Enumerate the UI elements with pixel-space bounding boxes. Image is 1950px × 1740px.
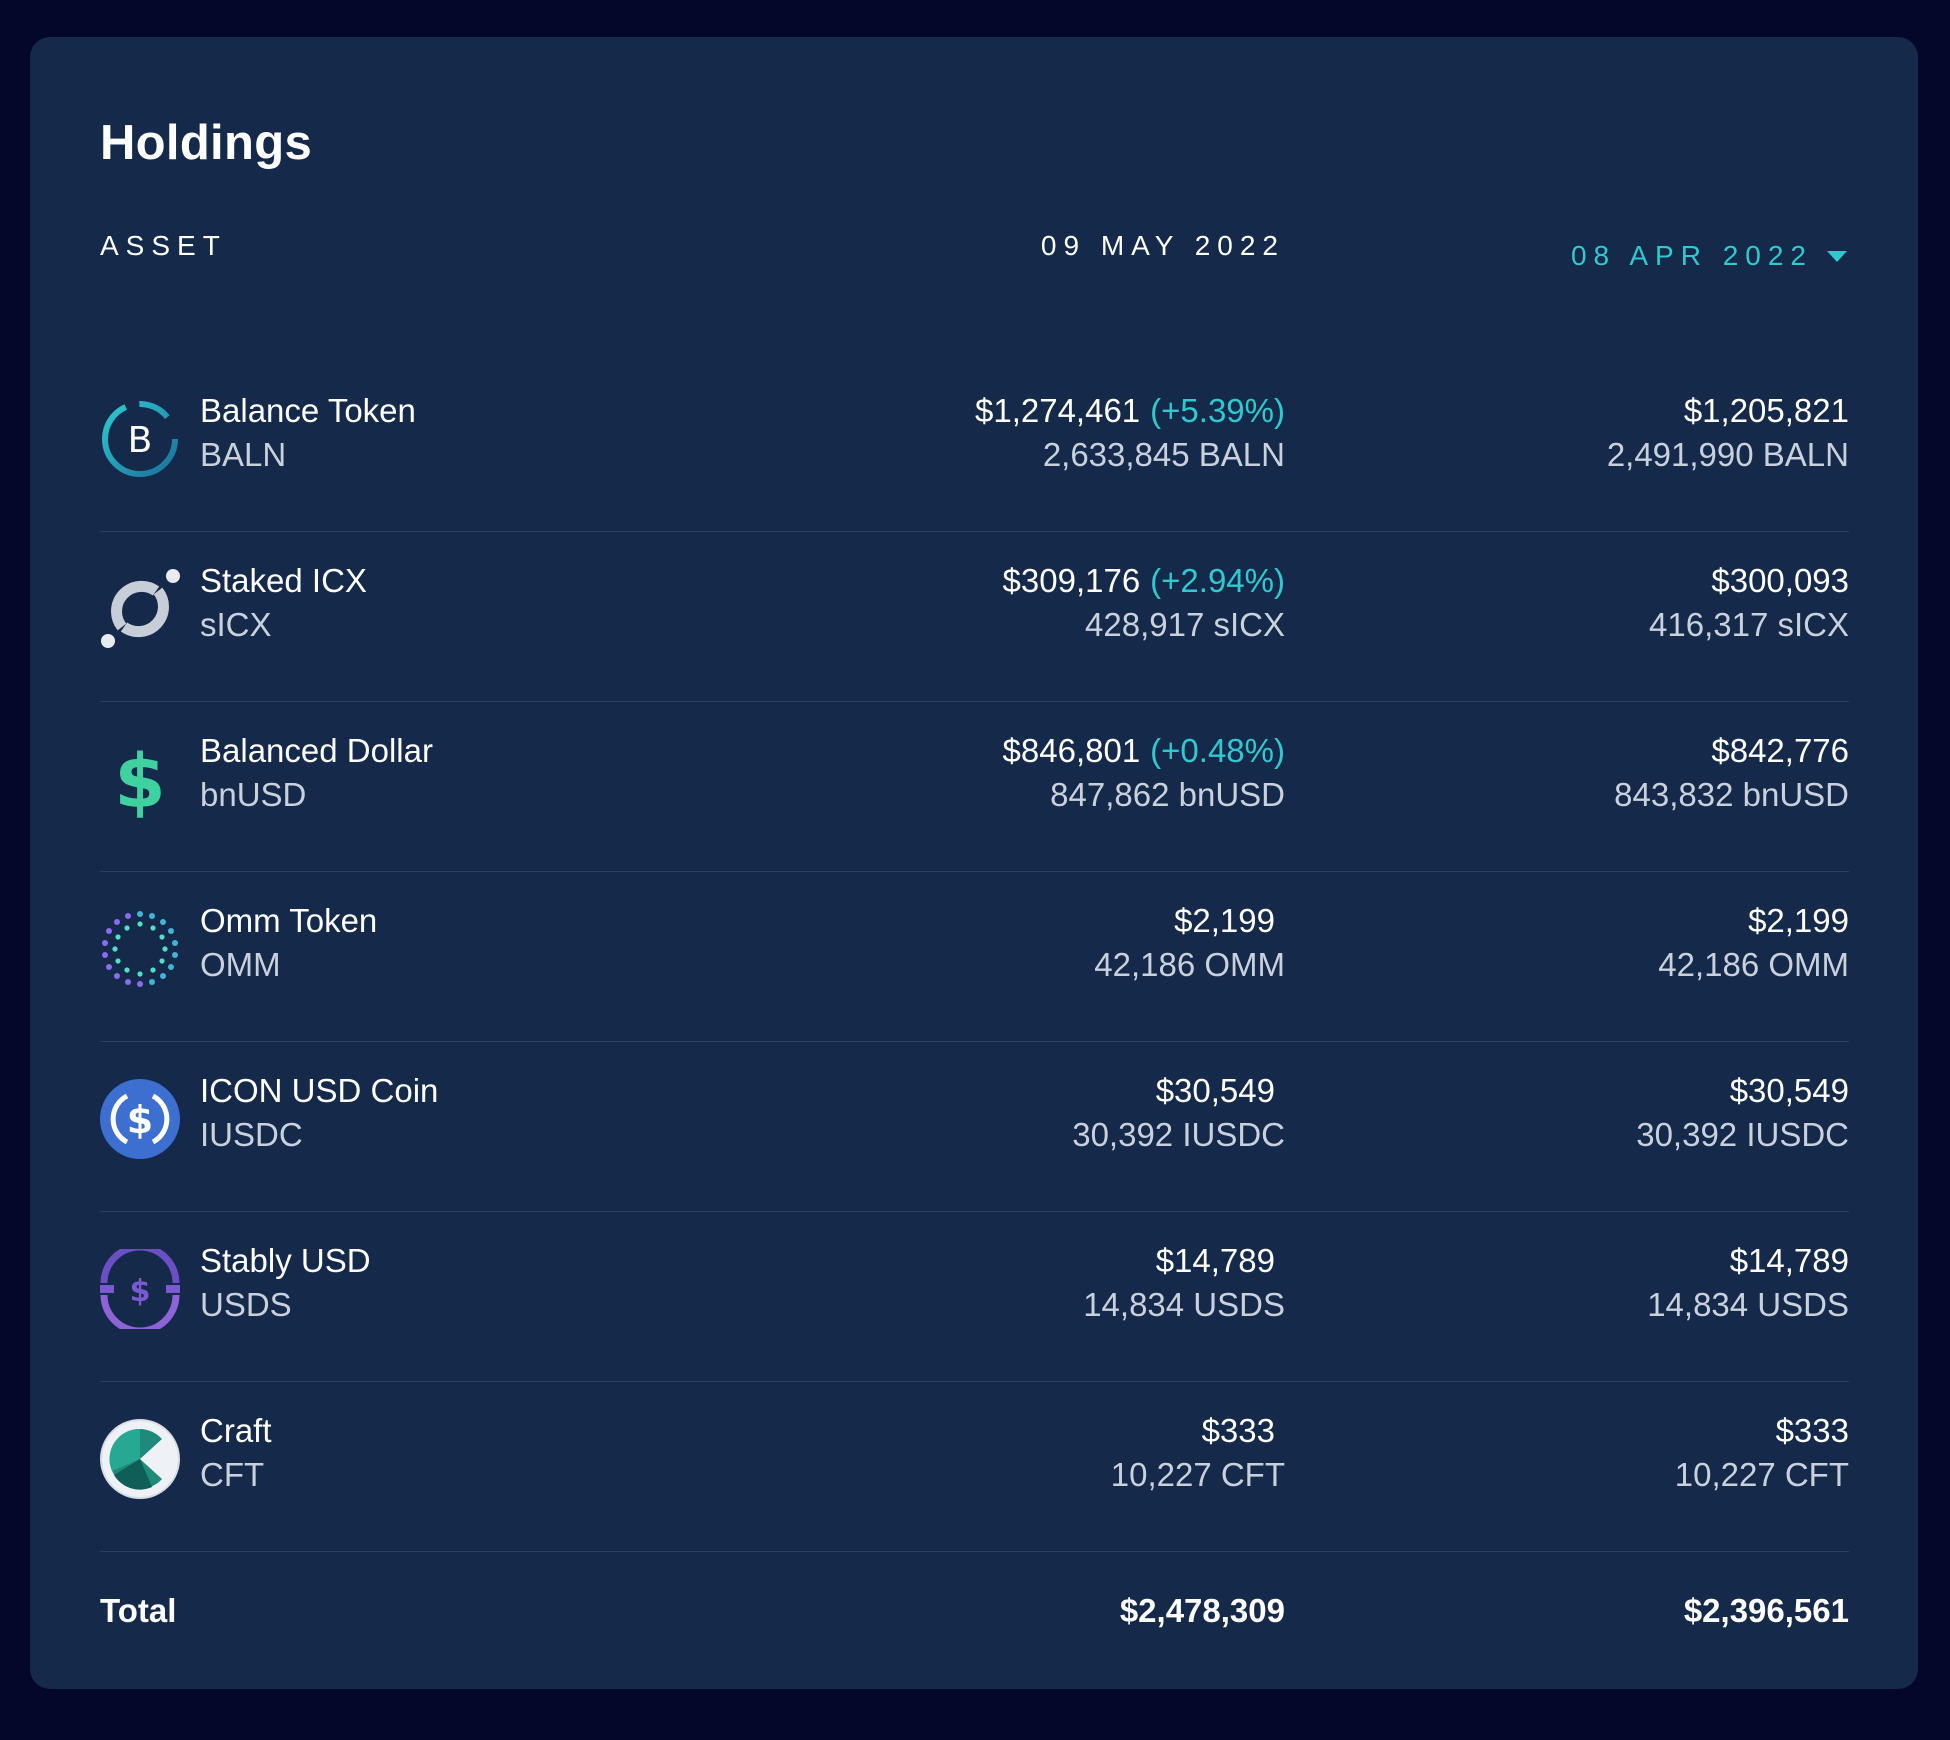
asset-name: ICON USD Coin — [200, 1072, 439, 1109]
amount-compare: 10,227 CFT — [1674, 1456, 1849, 1493]
value-current: $14,789 — [1156, 1242, 1285, 1280]
balance-token-icon: B — [100, 399, 180, 479]
amount-compare: 30,392 IUSDC — [1636, 1116, 1849, 1153]
asset-name: Omm Token — [200, 902, 378, 939]
change-percent: (+0.48%) — [1150, 732, 1285, 769]
asset-symbol: OMM — [200, 946, 281, 983]
value-current: $1,274,461 (+5.39%) — [975, 392, 1285, 430]
asset-row-baln: B Balance Token BALN $1,274,461 (+5.39%) … — [100, 361, 1849, 532]
total-label: Total — [100, 1592, 177, 1629]
value-current-amount: $846,801 — [1002, 732, 1141, 769]
icon-usd-coin-icon: $ — [100, 1079, 180, 1159]
amount-current: 30,392 IUSDC — [1072, 1116, 1285, 1153]
value-current-amount: $30,549 — [1155, 1072, 1275, 1109]
svg-text:$: $ — [114, 739, 166, 819]
amount-current: 2,633,845 BALN — [1042, 436, 1285, 473]
asset-name: Staked ICX — [200, 562, 367, 599]
asset-row-omm: Omm Token OMM $2,199 42,186 OMM $2,199 4… — [100, 871, 1849, 1042]
asset-symbol: BALN — [200, 436, 287, 473]
value-current-amount: $1,274,461 — [975, 392, 1141, 429]
value-current-amount: $333 — [1201, 1412, 1275, 1449]
holdings-card: Holdings ASSET 09 MAY 2022 08 APR 2022 B — [30, 37, 1918, 1689]
value-compare: $14,789 — [1729, 1242, 1849, 1279]
balanced-dollar-icon: $ — [100, 739, 180, 819]
amount-current: 847,862 bnUSD — [1050, 776, 1285, 813]
amount-current: 14,834 USDS — [1083, 1286, 1285, 1323]
amount-current: 10,227 CFT — [1110, 1456, 1285, 1493]
value-current-amount: $14,789 — [1155, 1242, 1275, 1279]
value-compare: $333 — [1775, 1412, 1849, 1449]
asset-row-bnusd: $ Balanced Dollar bnUSD $846,801 (+0.48%)… — [100, 701, 1849, 872]
amount-current: 428,917 sICX — [1085, 606, 1285, 643]
column-header-asset: ASSET — [100, 230, 227, 261]
staked-icx-icon — [100, 569, 180, 649]
craft-icon — [100, 1419, 180, 1499]
value-current-amount: $309,176 — [1002, 562, 1141, 599]
asset-symbol: bnUSD — [200, 776, 307, 813]
value-current-amount: $2,199 — [1174, 902, 1275, 939]
total-value-compare: $2,396,561 — [1683, 1592, 1849, 1629]
svg-text:$: $ — [130, 1274, 151, 1309]
value-current: $846,801 (+0.48%) — [1003, 732, 1285, 770]
amount-compare: 416,317 sICX — [1649, 606, 1849, 643]
svg-text:$: $ — [127, 1098, 153, 1142]
amount-compare: 42,186 OMM — [1658, 946, 1849, 983]
compare-date-label: 08 APR 2022 — [1570, 240, 1813, 271]
asset-name: Balanced Dollar — [200, 732, 433, 769]
value-compare: $2,199 — [1748, 902, 1849, 939]
amount-compare: 14,834 USDS — [1647, 1286, 1849, 1323]
asset-row-usds: $ Stably USD USDS $14,789 14,834 USDS $1… — [100, 1211, 1849, 1382]
change-percent: (+5.39%) — [1150, 392, 1285, 429]
omm-token-icon — [100, 909, 180, 989]
compare-date-dropdown[interactable]: 08 APR 2022 — [1571, 240, 1849, 272]
amount-current: 42,186 OMM — [1094, 946, 1285, 983]
asset-name: Stably USD — [200, 1242, 371, 1279]
asset-symbol: sICX — [200, 606, 272, 643]
amount-compare: 2,491,990 BALN — [1606, 436, 1849, 473]
asset-symbol: CFT — [200, 1456, 265, 1493]
chevron-down-icon — [1827, 250, 1847, 262]
svg-text:B: B — [128, 420, 153, 461]
page-title: Holdings — [100, 116, 312, 170]
value-compare: $30,549 — [1729, 1072, 1849, 1109]
asset-row-iusdc: $ ICON USD Coin IUSDC $30,549 30,392 IUS… — [100, 1041, 1849, 1212]
change-percent: (+2.94%) — [1150, 562, 1285, 599]
value-compare: $842,776 — [1711, 732, 1849, 769]
value-current: $2,199 — [1174, 902, 1285, 940]
column-header-current-date: 09 MAY 2022 — [1040, 230, 1285, 261]
stably-usd-icon: $ — [100, 1249, 180, 1329]
asset-name: Craft — [200, 1412, 272, 1449]
total-value-current: $2,478,309 — [1119, 1592, 1285, 1629]
asset-symbol: USDS — [200, 1286, 292, 1323]
asset-row-cft: Craft CFT $333 10,227 CFT $333 10,227 CF… — [100, 1381, 1849, 1552]
asset-row-sicx: Staked ICX sICX $309,176 (+2.94%) 428,917… — [100, 531, 1849, 702]
value-current: $30,549 — [1156, 1072, 1285, 1110]
value-compare: $300,093 — [1711, 562, 1849, 599]
value-current: $333 — [1202, 1412, 1285, 1450]
asset-name: Balance Token — [200, 392, 416, 429]
value-current: $309,176 (+2.94%) — [1003, 562, 1285, 600]
value-compare: $1,205,821 — [1683, 392, 1849, 429]
amount-compare: 843,832 bnUSD — [1614, 776, 1849, 813]
asset-symbol: IUSDC — [200, 1116, 303, 1153]
